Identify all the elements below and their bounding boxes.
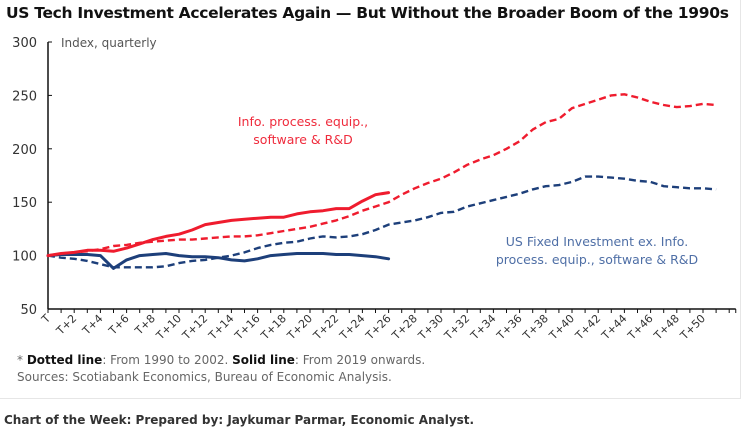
chart-title: US Tech Investment Accelerates Again — B… xyxy=(6,4,729,22)
y-tick-label: 250 xyxy=(12,89,37,104)
x-tick-label: T+26 xyxy=(363,312,394,343)
x-tick-label: T+6 xyxy=(106,312,132,338)
x-tick-label: T+40 xyxy=(546,312,577,343)
annotation-tech-line: Info. process. equip., xyxy=(238,114,368,129)
y-tick-label: 200 xyxy=(12,143,37,158)
series-line-blue-dashed xyxy=(47,175,717,269)
y-tick-label: 150 xyxy=(12,196,37,211)
chart-frame xyxy=(0,0,741,399)
x-tick-label: T+22 xyxy=(310,312,341,343)
x-tick-label: T+2 xyxy=(53,312,79,338)
dotted-line-text: : From 1990 to 2002. xyxy=(102,353,233,367)
x-tick-label: T xyxy=(38,312,53,327)
x-tick-label: T+48 xyxy=(651,312,682,343)
dotted-line-label: Dotted line xyxy=(26,353,103,367)
y-axis-label: Index, quarterly xyxy=(61,36,157,50)
x-tick-label: T+10 xyxy=(153,312,184,343)
x-tick-label: T+38 xyxy=(520,312,551,343)
x-tick-label: T+28 xyxy=(389,312,420,343)
series-line-blue-solid xyxy=(46,252,391,270)
x-tick-label: T+34 xyxy=(467,312,498,343)
x-tick-label: T+14 xyxy=(205,312,236,343)
footnote: * Dotted line: From 1990 to 2002. Solid … xyxy=(17,352,425,386)
series-line-red-solid xyxy=(46,191,391,258)
x-tick-label: T+44 xyxy=(598,312,629,343)
x-tick-label: T+32 xyxy=(441,312,472,343)
x-tick-label: T+4 xyxy=(79,312,105,338)
x-tick-label: T+20 xyxy=(284,312,315,343)
sources-text: Sources: Scotiabank Economics, Bureau of… xyxy=(17,370,392,384)
annotation-ex-tech-line: US Fixed Investment ex. Info. xyxy=(506,234,688,249)
credit-line: Chart of the Week: Prepared by: Jaykumar… xyxy=(4,413,475,427)
y-tick-label: 50 xyxy=(20,303,37,318)
x-tick-label: T+16 xyxy=(232,312,263,343)
x-tick-label: T+50 xyxy=(677,312,708,343)
series-line-red-dashed xyxy=(47,93,717,257)
x-tick-label: T+46 xyxy=(625,312,656,343)
solid-line-text: : From 2019 onwards. xyxy=(294,353,426,367)
x-tick-label: T+42 xyxy=(572,312,603,343)
footnote-line-style: * Dotted line: From 1990 to 2002. Solid … xyxy=(17,353,426,367)
x-tick-label: T+36 xyxy=(494,312,525,343)
annotation-tech-line: software & R&D xyxy=(253,132,352,147)
annotation-ex-tech-line: process. equip., software & R&D xyxy=(496,252,698,267)
x-tick-label: T+30 xyxy=(415,312,446,343)
x-tick-label: T+18 xyxy=(258,312,289,343)
x-tick-label: T+24 xyxy=(336,312,367,343)
y-tick-label: 100 xyxy=(12,250,37,265)
x-tick-label: T+12 xyxy=(179,312,210,343)
solid-line-label: Solid line xyxy=(232,353,295,367)
y-tick-label: 300 xyxy=(12,36,37,51)
